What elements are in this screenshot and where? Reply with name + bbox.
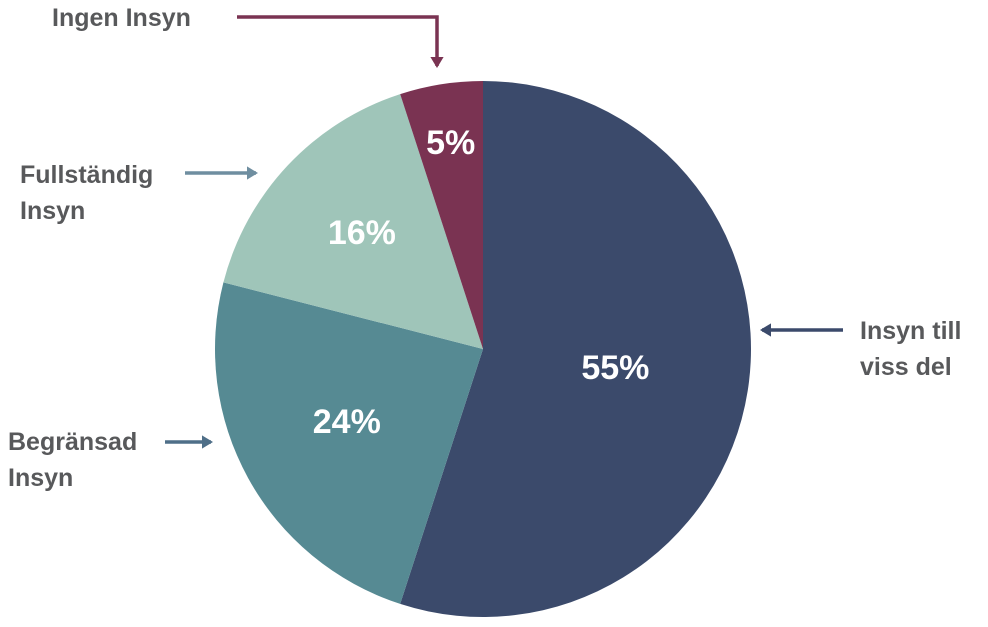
arrow-head xyxy=(430,57,444,68)
value-label: 5% xyxy=(426,124,475,162)
arrow-head xyxy=(202,435,213,449)
pie-slice xyxy=(215,282,483,604)
arrow-line xyxy=(237,15,439,66)
arrow-head xyxy=(247,166,258,180)
value-label: 55% xyxy=(581,349,649,387)
category-label: Begränsad Insyn xyxy=(8,428,138,492)
category-label: Ingen Insyn xyxy=(52,4,191,32)
pie-slice xyxy=(400,81,752,618)
pie-slice xyxy=(400,81,483,349)
pie-slice xyxy=(223,94,483,349)
arrow-head xyxy=(760,323,771,337)
value-label: 16% xyxy=(328,214,396,252)
category-label: Insyn till viss del xyxy=(860,317,962,381)
value-label: 24% xyxy=(313,403,381,441)
category-label: Fullständig Insyn xyxy=(20,161,154,225)
